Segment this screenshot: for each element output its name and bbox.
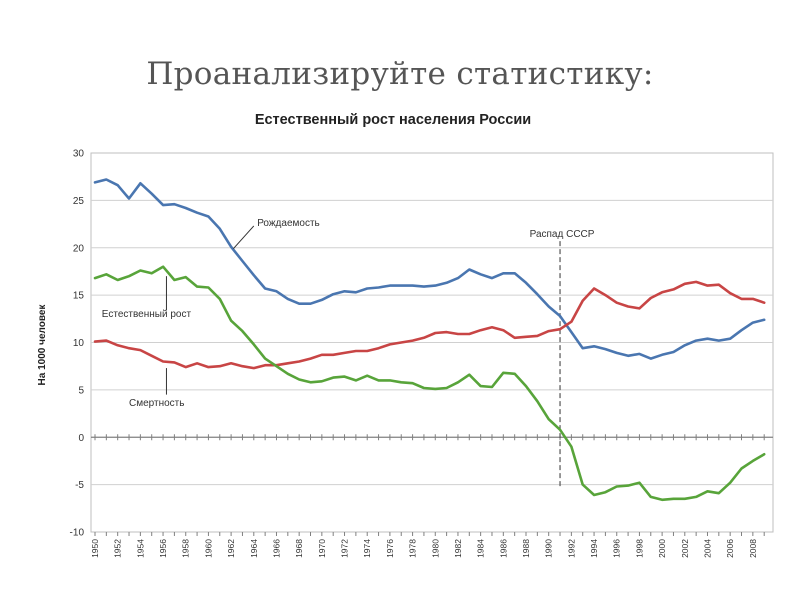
y-ticks: 30 25 20 15 10 5 0 -5 -10 [70, 149, 85, 539]
annotation-label: Естественный рост [102, 309, 192, 320]
y-tick-label: 30 [73, 149, 85, 160]
x-tick-label: 1950 [90, 539, 100, 558]
x-tick-label: 1968 [294, 539, 304, 558]
y-tick-label: 25 [73, 196, 85, 207]
x-tick-label: 1970 [317, 539, 327, 558]
series-line [93, 178, 766, 360]
annotation-label: Смертность [129, 398, 184, 409]
x-tick-label: 1972 [340, 539, 350, 558]
series [93, 178, 766, 502]
annotation-label: Распад СССР [530, 229, 595, 240]
annotations: Рождаемость Естественный рост Смертность Ра… [102, 218, 595, 409]
x-tick-label: 2004 [702, 539, 712, 558]
x-tick-label: 1996 [612, 539, 622, 558]
x-tick-label: 1990 [544, 539, 554, 558]
y-tick-label: -10 [70, 528, 85, 539]
y-tick-label: 15 [73, 291, 85, 302]
x-tick-label: 1956 [158, 539, 168, 558]
x-tick-label: 1994 [589, 539, 599, 558]
y-tick-label: -5 [75, 480, 84, 491]
x-tick-label: 1988 [521, 539, 531, 558]
x-ticks: 1950 1952 1954 1956 1958 1960 1962 1964 1966 1968… [90, 532, 765, 558]
y-tick-label: 10 [73, 338, 85, 349]
x-tick-label: 1962 [226, 539, 236, 558]
x-tick-label: 1958 [181, 539, 191, 558]
series-line [93, 280, 766, 370]
x-tick-label: 1974 [362, 539, 372, 558]
annotation-leader [233, 225, 255, 250]
x-tick-label: 2000 [657, 539, 667, 558]
series-line [93, 265, 766, 502]
x-tick-label: 1976 [385, 539, 395, 558]
x-tick-label: 2008 [748, 539, 758, 558]
x-tick-label: 1952 [113, 539, 123, 558]
x-tick-label: 1992 [566, 539, 576, 558]
y-axis-label: На 1000 человек [37, 304, 48, 386]
x-tick-label: 1964 [249, 539, 259, 558]
x-tick-label: 2002 [680, 539, 690, 558]
x-tick-label: 1960 [203, 539, 213, 558]
x-tick-label: 1966 [271, 539, 281, 558]
x-tick-label: 1986 [498, 539, 508, 558]
chart-title: Естественный рост населения России [255, 112, 531, 128]
x-tick-label: 1982 [453, 539, 463, 558]
x-tick-label: 2006 [725, 539, 735, 558]
annotation-label: Рождаемость [257, 218, 320, 229]
y-tick-label: 0 [78, 433, 84, 444]
x-tick-label: 1998 [634, 539, 644, 558]
x-tick-label: 1984 [476, 539, 486, 558]
zero-axis [91, 434, 773, 441]
x-tick-label: 1978 [408, 539, 418, 558]
y-tick-label: 5 [78, 385, 84, 396]
x-tick-label: 1980 [430, 539, 440, 558]
x-tick-label: 1954 [135, 539, 145, 558]
slide-title: Проанализируйте статистику: [146, 56, 654, 92]
y-tick-label: 20 [73, 243, 85, 254]
